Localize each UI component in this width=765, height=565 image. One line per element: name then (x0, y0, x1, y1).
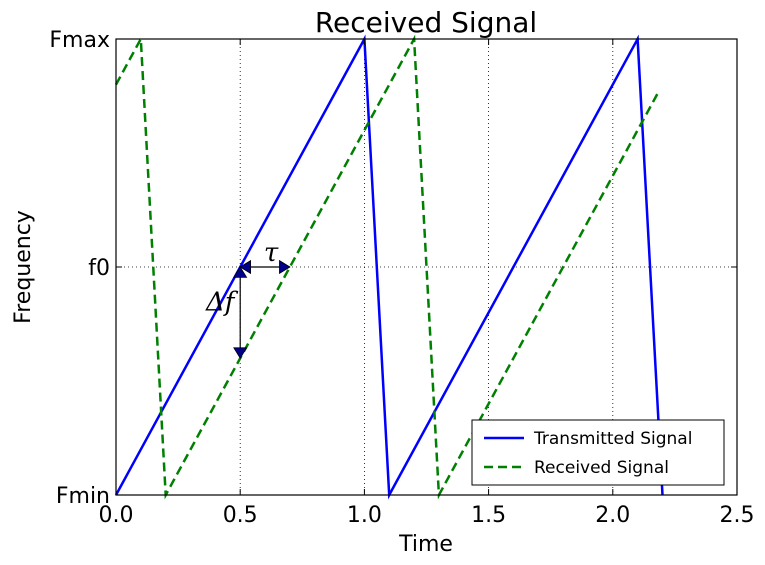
x-tick-label: 2.5 (720, 503, 755, 528)
y-tick-label: f0 (88, 256, 110, 281)
x-tick-label: 0.5 (223, 503, 258, 528)
annotations: τ Δf (205, 238, 291, 359)
x-axis-label: Time (398, 532, 453, 557)
x-tick-label: 2.0 (595, 503, 630, 528)
ticks: 0.0 0.5 1.0 1.5 2.0 2.5 Fmin f0 Fmax (49, 28, 754, 528)
legend-label-received: Received Signal (534, 458, 669, 478)
grid (116, 39, 737, 495)
tau-label: τ (264, 238, 279, 268)
x-tick-label: 0.0 (99, 503, 134, 528)
y-tick-label: Fmin (56, 484, 110, 509)
legend-box (471, 419, 725, 486)
delta-f-label: Δf (205, 288, 239, 318)
tau-arrow-head-right (279, 259, 291, 275)
delta-f-arrow-head-down (233, 347, 248, 359)
x-tick-label: 1.0 (347, 503, 382, 528)
x-tick-label: 1.5 (471, 503, 506, 528)
legend: Transmitted Signal Received Signal (471, 419, 725, 486)
y-tick-label: Fmax (49, 28, 110, 53)
delta-f-arrow-head-up (233, 266, 248, 278)
chart-title: Received Signal (315, 6, 537, 39)
tau-arrow-head-left (239, 259, 252, 275)
legend-label-transmitted: Transmitted Signal (533, 429, 692, 449)
y-axis-label: Frequency (11, 210, 36, 324)
